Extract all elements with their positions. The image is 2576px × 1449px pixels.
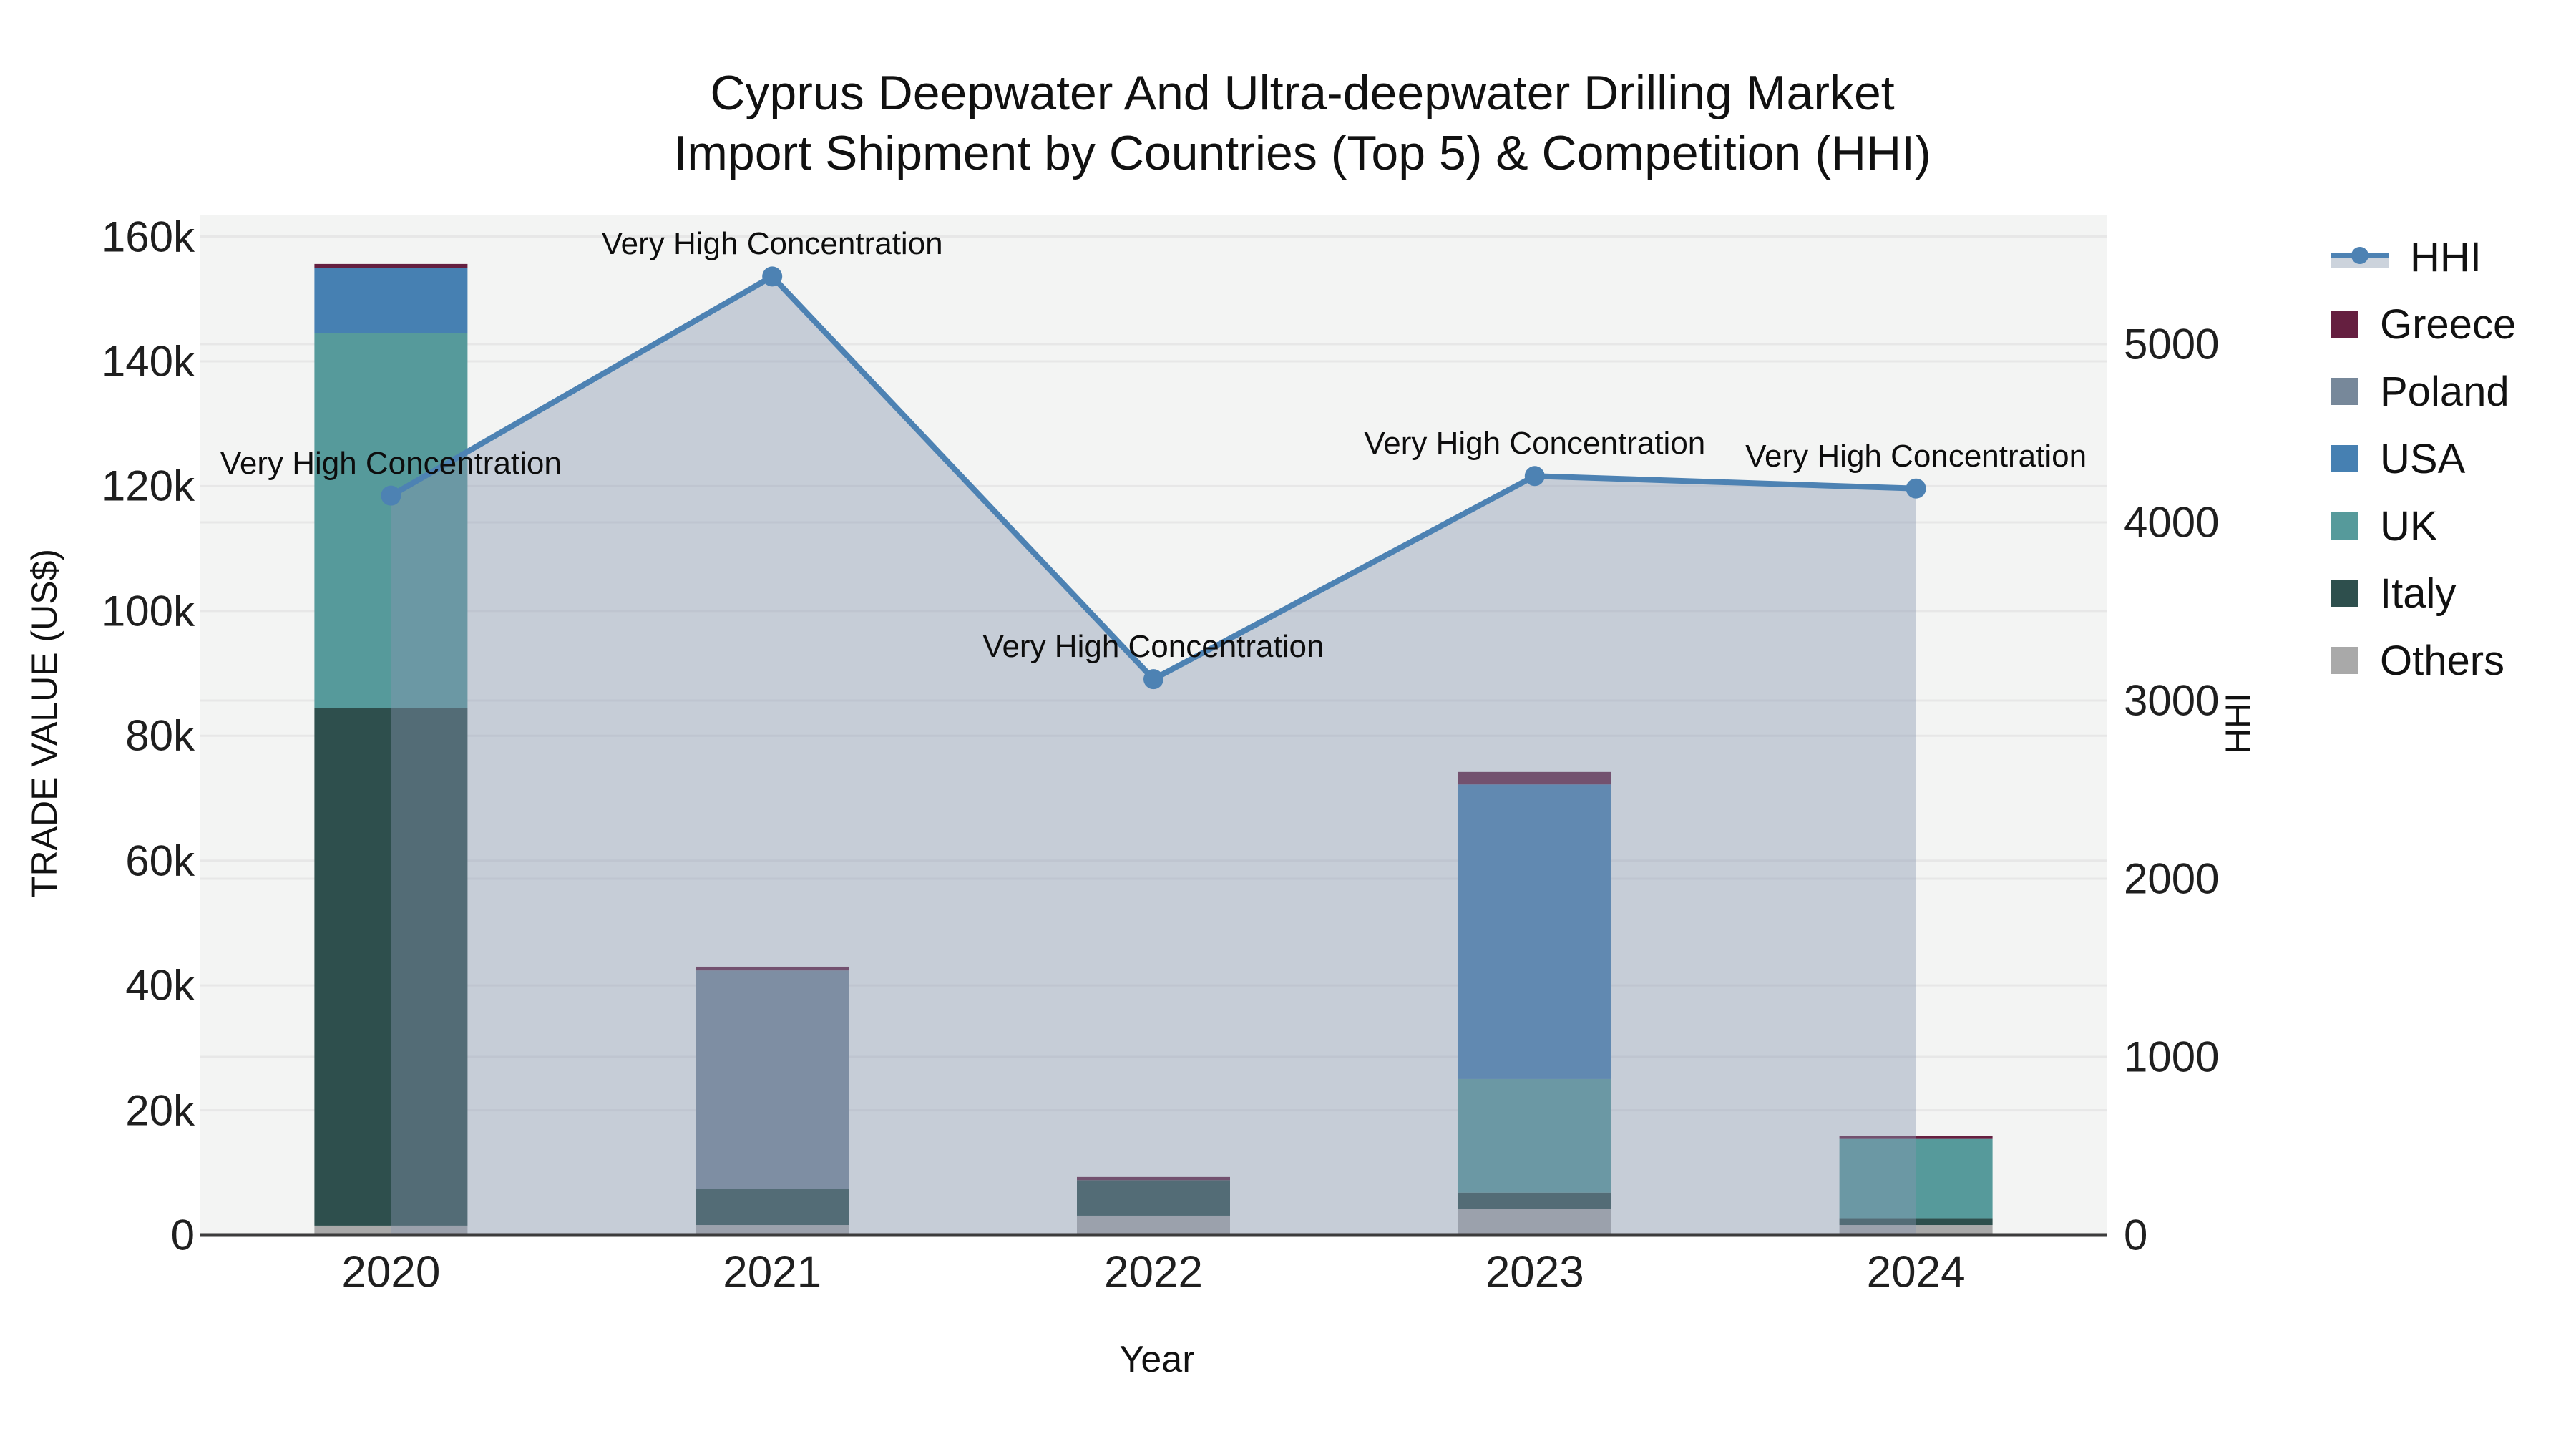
chart-title-line2: Import Shipment by Countries (Top 5) & C…: [673, 126, 1931, 180]
bar-segment-italy-2021[interactable]: [696, 1189, 849, 1226]
annotation-2022: Very High Concentration: [982, 629, 1324, 665]
annotation-2021: Very High Concentration: [601, 226, 943, 262]
x-tick-2021: 2021: [723, 1247, 822, 1297]
bar-segment-italy-2024[interactable]: [1839, 1218, 1993, 1226]
hhi-marker-2021[interactable]: [762, 266, 783, 287]
others-swatch-icon: [2331, 647, 2358, 674]
legend: HHI Greece Poland USA UK Italy Others: [2331, 233, 2517, 684]
y-left-tick-0: 0: [170, 1211, 195, 1259]
hhi-marker-2024[interactable]: [1906, 478, 1926, 499]
y-axis-title-right: HHI: [2218, 692, 2258, 755]
bar-segment-greece-2024[interactable]: [1839, 1136, 1993, 1139]
y-left-tick-20k: 20k: [125, 1086, 195, 1135]
italy-swatch-icon: [2331, 580, 2358, 607]
bar-segment-italy-2023[interactable]: [1458, 1192, 1611, 1209]
hhi-marker-2022[interactable]: [1143, 669, 1163, 690]
bar-segment-uk-2020[interactable]: [314, 333, 468, 708]
y-right-tick-1000: 1000: [2124, 1033, 2220, 1081]
hhi-area-fill: [391, 276, 1916, 1235]
x-tick-2022: 2022: [1104, 1247, 1203, 1297]
legend-label-italy: Italy: [2380, 570, 2457, 617]
x-tick-2024: 2024: [1866, 1247, 1966, 1297]
legend-item-greece[interactable]: Greece: [2331, 301, 2517, 348]
bar-segment-italy-2020[interactable]: [314, 708, 468, 1226]
legend-item-poland[interactable]: Poland: [2331, 369, 2516, 415]
bar-segment-italy-2022[interactable]: [1077, 1180, 1230, 1216]
bar-segment-others-2023[interactable]: [1458, 1209, 1611, 1235]
bar-segment-greece-2022[interactable]: [1077, 1176, 1230, 1181]
greece-swatch-icon: [2331, 311, 2358, 338]
y-right-tick-2000: 2000: [2124, 854, 2220, 903]
legend-item-usa[interactable]: USA: [2331, 436, 2516, 482]
annotation-2024: Very High Concentration: [1745, 438, 2087, 474]
legend-item-hhi[interactable]: HHI: [2331, 233, 2516, 280]
y-left-tick-60k: 60k: [125, 836, 195, 885]
y-left-tick-160k: 160k: [101, 213, 195, 261]
bar-segment-uk-2023[interactable]: [1458, 1078, 1611, 1193]
y-right-tick-5000: 5000: [2124, 320, 2220, 369]
uk-swatch-icon: [2331, 512, 2358, 540]
y-left-tick-40k: 40k: [125, 961, 195, 1010]
usa-swatch-icon: [2331, 445, 2358, 472]
annotation-2020: Very High Concentration: [220, 445, 562, 481]
legend-item-uk[interactable]: UK: [2331, 502, 2516, 550]
hhi-marker-2023[interactable]: [1524, 466, 1545, 487]
legend-label-hhi: HHI: [2410, 233, 2482, 280]
bar-segment-others-2020[interactable]: [314, 1225, 468, 1235]
bar-segment-greece-2023[interactable]: [1458, 771, 1611, 785]
bar-segment-uk-2024[interactable]: [1839, 1138, 1993, 1219]
bar-segment-greece-2020[interactable]: [314, 263, 468, 269]
bar-segment-others-2021[interactable]: [696, 1225, 849, 1235]
legend-label-greece: Greece: [2380, 301, 2517, 348]
bar-segment-usa-2023[interactable]: [1458, 784, 1611, 1079]
x-tick-2020: 2020: [341, 1247, 441, 1297]
bar-segment-usa-2020[interactable]: [314, 268, 468, 333]
legend-label-uk: UK: [2380, 502, 2438, 550]
y-left-tick-80k: 80k: [125, 711, 195, 760]
poland-swatch-icon: [2331, 378, 2358, 405]
legend-label-others: Others: [2380, 637, 2505, 684]
hhi-line-icon: [2331, 243, 2389, 271]
x-tick-2023: 2023: [1485, 1247, 1584, 1297]
legend-label-usa: USA: [2380, 435, 2466, 482]
legend-item-italy[interactable]: Italy: [2331, 570, 2516, 617]
bar-segment-poland-2021[interactable]: [696, 970, 849, 1189]
bar-segment-others-2022[interactable]: [1077, 1215, 1230, 1235]
bar-segment-others-2024[interactable]: [1839, 1225, 1993, 1235]
legend-label-poland: Poland: [2380, 368, 2509, 415]
y-left-tick-120k: 120k: [101, 462, 195, 510]
plot-background: [200, 215, 2107, 1235]
chart-title: Cyprus Deepwater And Ultra-deepwater Dri…: [673, 63, 1931, 183]
bar-segment-greece-2021[interactable]: [696, 966, 849, 971]
legend-item-others[interactable]: Others: [2331, 638, 2516, 684]
y-right-tick-3000: 3000: [2124, 676, 2220, 725]
y-left-tick-100k: 100k: [101, 587, 195, 635]
y-right-tick-0: 0: [2124, 1211, 2148, 1259]
x-axis-title: Year: [1119, 1339, 1195, 1380]
y-right-tick-4000: 4000: [2124, 498, 2220, 547]
y-left-tick-140k: 140k: [101, 337, 195, 386]
annotation-2023: Very High Concentration: [1364, 426, 1706, 462]
chart-title-line1: Cyprus Deepwater And Ultra-deepwater Dri…: [710, 66, 1895, 120]
hhi-marker-2020[interactable]: [381, 485, 401, 506]
